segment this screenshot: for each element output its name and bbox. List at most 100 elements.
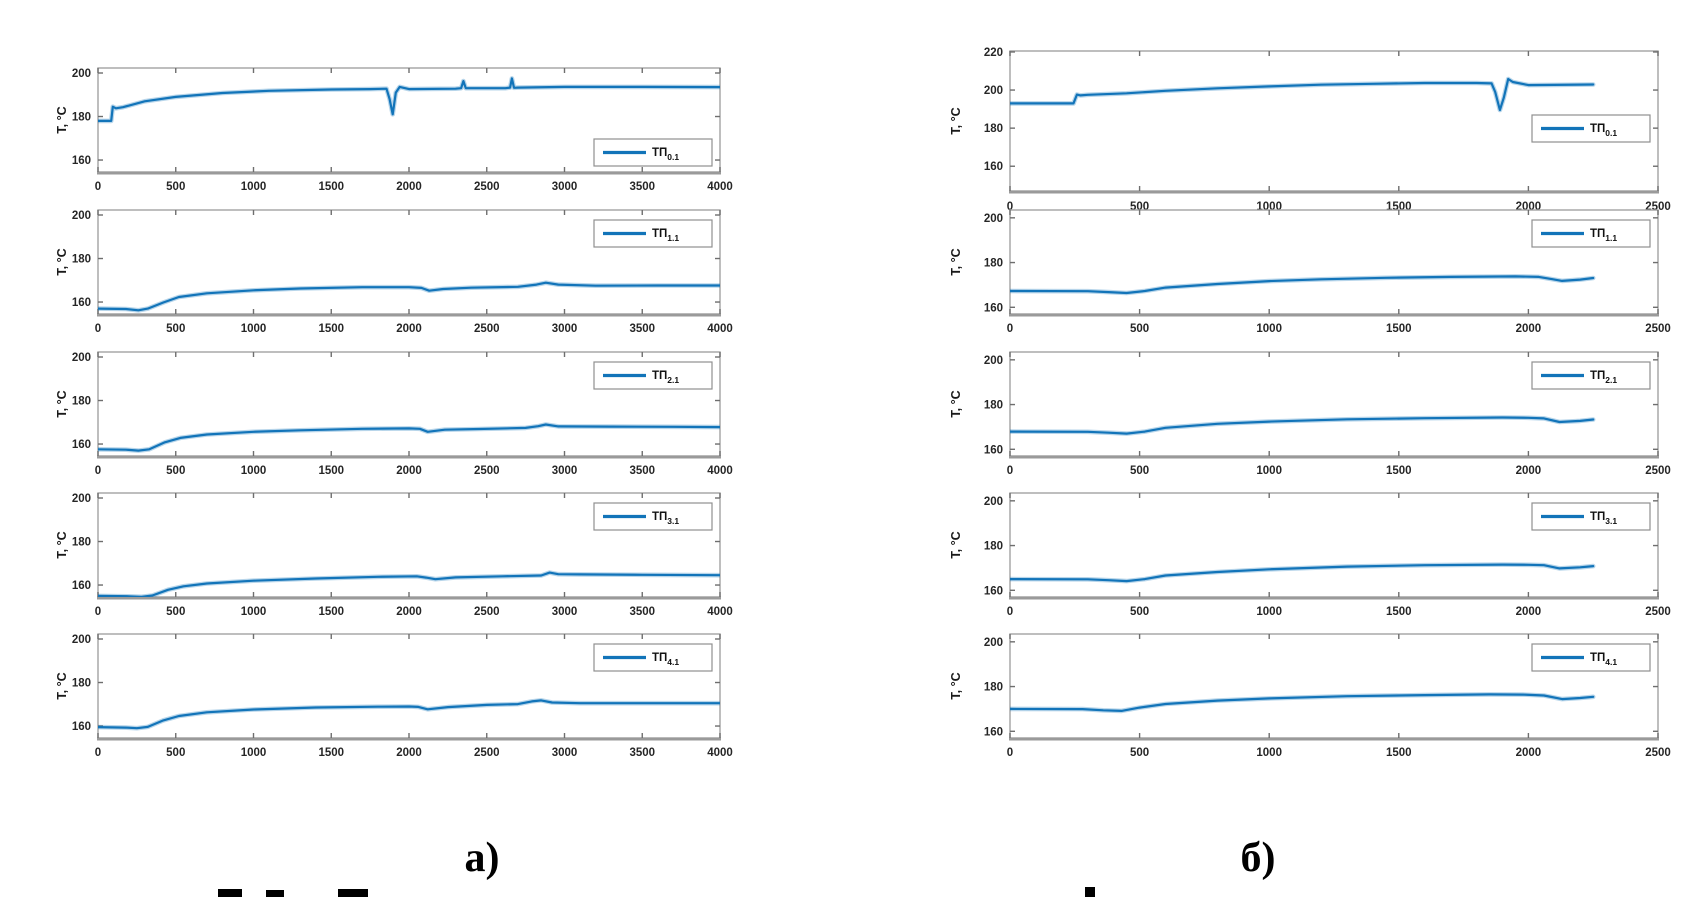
svg-text:180: 180 xyxy=(72,112,91,124)
svg-text:180: 180 xyxy=(72,254,91,266)
svg-text:500: 500 xyxy=(1130,606,1149,618)
panel-label-a: а) xyxy=(464,835,500,881)
legend-label: ТП3.1 xyxy=(652,511,679,526)
series-line xyxy=(1010,415,1596,436)
x-tick-labels: 0 500 1000 1500 2000 2500 3000 3500 4000 xyxy=(95,68,733,193)
svg-text:160: 160 xyxy=(984,161,1003,173)
axes-box xyxy=(97,67,721,175)
svg-text:2500: 2500 xyxy=(474,323,500,335)
svg-text:160: 160 xyxy=(72,297,91,309)
svg-text:2000: 2000 xyxy=(396,465,422,477)
svg-text:1000: 1000 xyxy=(1256,323,1282,335)
svg-text:1500: 1500 xyxy=(318,606,344,618)
svg-text:4000: 4000 xyxy=(707,747,733,759)
svg-text:160: 160 xyxy=(72,439,91,451)
svg-text:180: 180 xyxy=(72,678,91,690)
subplot-right-5: 0 500 1000 1500 2000 2500 160 180 200 T, °C ТП4.1 xyxy=(949,633,1671,759)
series-line xyxy=(98,280,720,313)
svg-text:2000: 2000 xyxy=(1516,465,1542,477)
svg-text:1000: 1000 xyxy=(241,747,267,759)
svg-text:0: 0 xyxy=(95,606,101,618)
svg-text:1000: 1000 xyxy=(241,181,267,193)
svg-text:1000: 1000 xyxy=(241,465,267,477)
series-line xyxy=(1010,76,1596,113)
x-tick-labels: 0 500 1000 1500 2000 2500 xyxy=(1007,493,1671,618)
y-axis-label: T, °C xyxy=(55,672,69,699)
svg-text:1500: 1500 xyxy=(318,747,344,759)
svg-text:2500: 2500 xyxy=(1645,465,1671,477)
svg-text:2500: 2500 xyxy=(1645,323,1671,335)
svg-text:1000: 1000 xyxy=(241,323,267,335)
svg-text:180: 180 xyxy=(984,682,1003,694)
y-axis-label: T, °C xyxy=(949,672,963,699)
cropped-caption-fragment xyxy=(338,889,368,897)
svg-text:200: 200 xyxy=(984,85,1003,97)
svg-text:2500: 2500 xyxy=(474,606,500,618)
svg-text:1500: 1500 xyxy=(1386,606,1412,618)
legend-box: ТП4.1 xyxy=(593,643,713,672)
svg-text:200: 200 xyxy=(72,210,91,222)
svg-text:1000: 1000 xyxy=(1256,465,1282,477)
series-line xyxy=(1010,562,1596,584)
series-line xyxy=(1010,692,1596,714)
legend-box: ТП4.1 xyxy=(1531,643,1651,672)
svg-text:0: 0 xyxy=(1007,323,1013,335)
x-tick-labels: 0 500 1000 1500 2000 2500 xyxy=(1007,352,1671,477)
svg-text:2000: 2000 xyxy=(396,323,422,335)
svg-text:180: 180 xyxy=(984,123,1003,135)
series-line xyxy=(98,76,720,124)
svg-text:200: 200 xyxy=(984,496,1003,508)
subplot-right-3: 0 500 1000 1500 2000 2500 160 180 200 T, °C ТП2.1 xyxy=(949,351,1671,477)
svg-text:160: 160 xyxy=(984,302,1003,314)
y-tick-labels: 160 180 200 xyxy=(984,496,1658,597)
svg-text:2500: 2500 xyxy=(474,747,500,759)
subplot-left-3: 0 500 1000 1500 2000 2500 3000 3500 4000 160 180 20… xyxy=(55,351,733,477)
svg-text:180: 180 xyxy=(984,400,1003,412)
svg-text:0: 0 xyxy=(1007,606,1013,618)
svg-text:3000: 3000 xyxy=(552,465,578,477)
y-tick-labels: 160 180 200 xyxy=(72,68,720,167)
svg-text:2000: 2000 xyxy=(396,606,422,618)
svg-text:0: 0 xyxy=(95,465,101,477)
svg-text:1500: 1500 xyxy=(1386,747,1412,759)
x-tick-labels: 0 500 1000 1500 2000 2500 3000 3500 4000 xyxy=(95,634,733,759)
y-axis-label: T, °C xyxy=(55,106,69,133)
svg-text:2000: 2000 xyxy=(396,747,422,759)
svg-text:2500: 2500 xyxy=(474,181,500,193)
legend-label: ТП3.1 xyxy=(1590,511,1617,526)
y-axis-label: T, °C xyxy=(949,390,963,417)
svg-text:3000: 3000 xyxy=(552,323,578,335)
svg-text:160: 160 xyxy=(72,580,91,592)
legend-label: ТП4.1 xyxy=(652,652,679,667)
svg-text:500: 500 xyxy=(166,747,185,759)
svg-text:4000: 4000 xyxy=(707,465,733,477)
svg-text:180: 180 xyxy=(72,396,91,408)
y-tick-labels: 160 180 200 xyxy=(984,637,1658,738)
cropped-caption-fragment xyxy=(218,889,242,897)
legend-box: ТП0.1 xyxy=(1531,114,1651,143)
legend-label: ТП1.1 xyxy=(1590,228,1617,243)
y-axis-label: T, °C xyxy=(55,248,69,275)
series-line xyxy=(98,570,720,597)
y-axis-label: T, °C xyxy=(55,531,69,558)
svg-text:2500: 2500 xyxy=(1645,606,1671,618)
svg-text:1500: 1500 xyxy=(1386,465,1412,477)
svg-text:180: 180 xyxy=(984,258,1003,270)
legend-label: ТП0.1 xyxy=(652,147,679,162)
svg-text:3500: 3500 xyxy=(629,465,655,477)
svg-text:3000: 3000 xyxy=(552,181,578,193)
svg-text:220: 220 xyxy=(984,47,1003,59)
legend-label: ТП2.1 xyxy=(652,370,679,385)
series-line xyxy=(98,698,720,731)
svg-text:500: 500 xyxy=(166,465,185,477)
svg-text:500: 500 xyxy=(1130,747,1149,759)
cropped-caption-fragment xyxy=(1085,887,1095,897)
svg-text:180: 180 xyxy=(984,541,1003,553)
y-tick-labels: 160 180 200 xyxy=(984,355,1658,456)
legend-label: ТП0.1 xyxy=(1590,123,1617,138)
svg-text:1500: 1500 xyxy=(318,465,344,477)
svg-text:1500: 1500 xyxy=(1386,323,1412,335)
svg-text:0: 0 xyxy=(1007,465,1013,477)
svg-text:500: 500 xyxy=(1130,465,1149,477)
